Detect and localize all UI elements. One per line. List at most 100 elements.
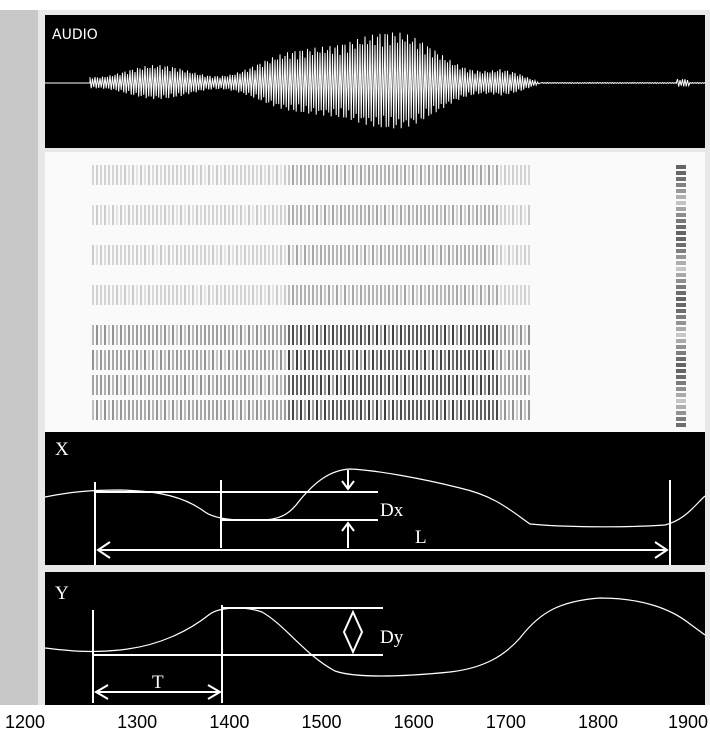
spectrogram-cell: [676, 225, 686, 229]
spectrogram-cell: [100, 245, 102, 265]
spectrogram-cell: [284, 285, 286, 305]
spectrogram-cell: [236, 325, 238, 345]
spectrogram-cell: [396, 400, 398, 420]
spectrogram-cell: [272, 165, 274, 185]
spectrogram-cell: [468, 165, 470, 185]
spectrogram-cell: [240, 205, 242, 225]
spectrogram-cell: [436, 325, 438, 345]
spectrogram-cell: [380, 245, 382, 265]
spectrogram-cell: [128, 350, 130, 370]
spectrogram-cell: [376, 375, 378, 395]
spectrogram-cell: [276, 245, 278, 265]
spectrogram-cell: [168, 375, 170, 395]
spectrogram-cell: [416, 350, 418, 370]
spectrogram-cell: [500, 375, 502, 395]
spectrogram-cell: [236, 285, 238, 305]
spectrogram-cell: [112, 165, 114, 185]
spectrogram-cell: [488, 325, 490, 345]
spectrogram-cell: [224, 400, 226, 420]
spectrogram-cell: [208, 205, 210, 225]
spectrogram-cell: [124, 325, 126, 345]
spectrogram-cell: [104, 400, 106, 420]
spectrogram-cell: [484, 205, 486, 225]
spectrogram-cell: [516, 400, 518, 420]
spectrogram-cell: [92, 205, 94, 225]
spectrogram-cell: [676, 201, 686, 205]
spectrogram-cell: [164, 350, 166, 370]
spectrogram-cell: [676, 219, 686, 223]
spectrogram-cell: [404, 165, 406, 185]
spectrogram-cell: [456, 205, 458, 225]
spectrogram-cell: [520, 205, 522, 225]
spectrogram-cell: [96, 245, 98, 265]
spectrogram-cell: [392, 350, 394, 370]
spectrogram-cell: [108, 165, 110, 185]
spectrogram-cell: [96, 165, 98, 185]
spectrogram-cell: [264, 325, 266, 345]
spectrogram-cell: [492, 400, 494, 420]
spectrogram-cell: [260, 205, 262, 225]
spectrogram-cell: [408, 285, 410, 305]
spectrogram-cell: [676, 393, 686, 397]
spectrogram-cell: [392, 205, 394, 225]
spectrogram-cell: [160, 165, 162, 185]
spectrogram-cell: [188, 285, 190, 305]
spectrogram-cell: [268, 375, 270, 395]
spectrogram-cell: [172, 400, 174, 420]
spectrogram-cell: [504, 400, 506, 420]
spectrogram-cell: [96, 375, 98, 395]
spectrogram-cell: [192, 165, 194, 185]
spectrogram: [92, 165, 686, 427]
spectrogram-cell: [108, 245, 110, 265]
spectrogram-cell: [440, 325, 442, 345]
spectrogram-cell: [392, 325, 394, 345]
spectrogram-cell: [340, 325, 342, 345]
spectrogram-cell: [332, 350, 334, 370]
spectrogram-cell: [504, 165, 506, 185]
spectrogram-cell: [464, 285, 466, 305]
spectrogram-cell: [224, 350, 226, 370]
spectrogram-cell: [184, 350, 186, 370]
spectrogram-cell: [504, 245, 506, 265]
spectrogram-cell: [128, 165, 130, 185]
spectrogram-cell: [324, 400, 326, 420]
spectrogram-cell: [320, 375, 322, 395]
spectrogram-cell: [676, 267, 686, 271]
spectrogram-cell: [396, 375, 398, 395]
spectrogram-cell: [420, 375, 422, 395]
spectrogram-cell: [292, 165, 294, 185]
spectrogram-cell: [512, 400, 514, 420]
spectrogram-cell: [324, 285, 326, 305]
spectrogram-cell: [152, 245, 154, 265]
spectrogram-cell: [328, 285, 330, 305]
spectrogram-cell: [132, 350, 134, 370]
spectrogram-cell: [284, 375, 286, 395]
spectrogram-cell: [256, 400, 258, 420]
spectrogram-cell: [288, 245, 290, 265]
spectrogram-cell: [232, 245, 234, 265]
spectrogram-cell: [284, 165, 286, 185]
spectrogram-cell: [472, 245, 474, 265]
spectrogram-cell: [152, 375, 154, 395]
spectrogram-cell: [516, 350, 518, 370]
spectrogram-cell: [516, 165, 518, 185]
spectrogram-cell: [324, 205, 326, 225]
spectrogram-cell: [228, 350, 230, 370]
spectrogram-cell: [676, 369, 686, 373]
spectrogram-cell: [372, 325, 374, 345]
spectrogram-cell: [504, 375, 506, 395]
spectrogram-cell: [164, 325, 166, 345]
spectrogram-cell: [116, 285, 118, 305]
spectrogram-cell: [320, 285, 322, 305]
spectrogram-cell: [432, 400, 434, 420]
spectrogram-cell: [356, 350, 358, 370]
spectrogram-cell: [216, 375, 218, 395]
annotation: Dx: [380, 500, 404, 521]
spectrogram-cell: [496, 375, 498, 395]
spectrogram-cell: [528, 245, 530, 265]
spectrogram-cell: [436, 350, 438, 370]
spectrogram-cell: [440, 375, 442, 395]
spectrogram-cell: [240, 350, 242, 370]
spectrogram-cell: [116, 325, 118, 345]
spectrogram-cell: [252, 245, 254, 265]
